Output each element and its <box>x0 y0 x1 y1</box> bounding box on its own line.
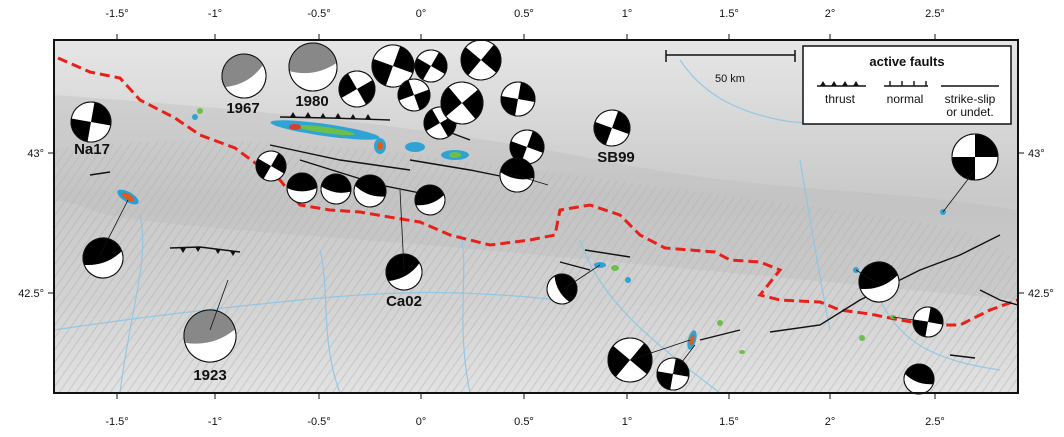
focal-mechanism-ball <box>70 101 112 143</box>
lon-label-top: 1° <box>622 8 633 20</box>
focal-mechanism-ball <box>353 174 387 208</box>
lon-label-top: -1.5° <box>105 8 128 20</box>
mechanism-label-ca02: Ca02 <box>386 293 422 310</box>
lat-label-right: 43° <box>1028 148 1045 160</box>
lon-label-bottom: -1° <box>208 416 222 428</box>
lon-label-top: 0.5° <box>514 8 534 20</box>
seismicity-clusters <box>117 108 946 354</box>
focal-mechanism-ball <box>82 237 124 279</box>
focal-mechanism-ball <box>509 129 545 165</box>
lon-label-top: 1.5° <box>719 8 739 20</box>
focal-mechanism-ball <box>951 133 999 181</box>
focal-mechanism-ball <box>255 150 287 182</box>
border-line <box>57 56 1018 327</box>
legend-thrust-symbol <box>817 81 866 87</box>
lon-label-bottom: 1° <box>622 416 633 428</box>
legend-normal-symbol <box>884 81 928 87</box>
focal-mechanism-ball <box>414 184 446 216</box>
mechanism-label-1923: 1923 <box>193 367 226 384</box>
lon-label-bottom: 0.5° <box>514 416 534 428</box>
lat-label-left: 42.5° <box>18 288 44 300</box>
focal-mechanism-ball <box>546 273 578 305</box>
mechanism-connectors <box>99 169 976 376</box>
focal-mechanism-ball <box>338 70 376 108</box>
map-frame <box>53 39 1019 394</box>
focal-mechanism-ball <box>440 81 484 125</box>
focal-mechanism-ball <box>385 253 423 291</box>
focal-mechanism-ball <box>414 49 448 83</box>
lon-label-top: -0.5° <box>307 8 330 20</box>
mechanism-label-na17: Na17 <box>74 141 110 158</box>
focal-mechanism-ball <box>903 363 935 395</box>
lat-label-left: 43° <box>27 148 44 160</box>
focal-mechanism-ball <box>221 53 267 99</box>
legend-strike-slip-label-2: or undet. <box>946 105 993 119</box>
mechanism-label-sb99: SB99 <box>597 149 635 166</box>
legend-normal-label: normal <box>887 92 924 106</box>
focal-mechanism-ball <box>499 157 535 193</box>
lon-label-bottom: 1.5° <box>719 416 739 428</box>
mechanism-label-1980: 1980 <box>295 93 328 110</box>
scale-bar: 50 km <box>665 50 796 85</box>
mechanism-label-1967: 1967 <box>226 100 259 117</box>
focal-mechanism-ball <box>460 39 502 81</box>
focal-mechanism-ball <box>320 173 352 205</box>
focal-mechanism-ball <box>183 309 237 363</box>
legend-thrust-label: thrust <box>825 92 856 106</box>
lon-label-top: 2° <box>825 8 836 20</box>
lon-label-bottom: 2.5° <box>925 416 945 428</box>
focal-mechanism-ball <box>397 78 431 112</box>
scale-bar-label: 50 km <box>715 73 745 85</box>
focal-mechanism-ball <box>288 42 338 92</box>
focal-mechanism-ball <box>371 44 415 88</box>
lon-label-bottom: 2° <box>825 416 836 428</box>
lon-label-top: 2.5° <box>925 8 945 20</box>
lon-label-top: -1° <box>208 8 222 20</box>
lat-label-right: 42.5° <box>1028 288 1054 300</box>
lon-label-bottom: -0.5° <box>307 416 330 428</box>
axis-ticks <box>48 34 1024 399</box>
focal-mechanism-ball <box>593 109 631 147</box>
focal-mechanism-ball <box>500 81 536 117</box>
rivers <box>54 59 1001 393</box>
focal-mechanism-ball <box>858 261 900 303</box>
legend-strike-slip-label-1: strike-slip <box>945 92 996 106</box>
lon-label-top: 0° <box>416 8 427 20</box>
legend-title: active faults <box>869 54 944 69</box>
legend-box <box>802 45 1012 125</box>
thrust-teeth <box>180 112 371 256</box>
lon-label-bottom: -1.5° <box>105 416 128 428</box>
lon-label-bottom: 0° <box>416 416 427 428</box>
legend: active faults thrust normal strike-slip … <box>802 45 1012 125</box>
focal-mechanisms <box>70 39 999 395</box>
focal-mechanism-ball <box>286 172 318 204</box>
